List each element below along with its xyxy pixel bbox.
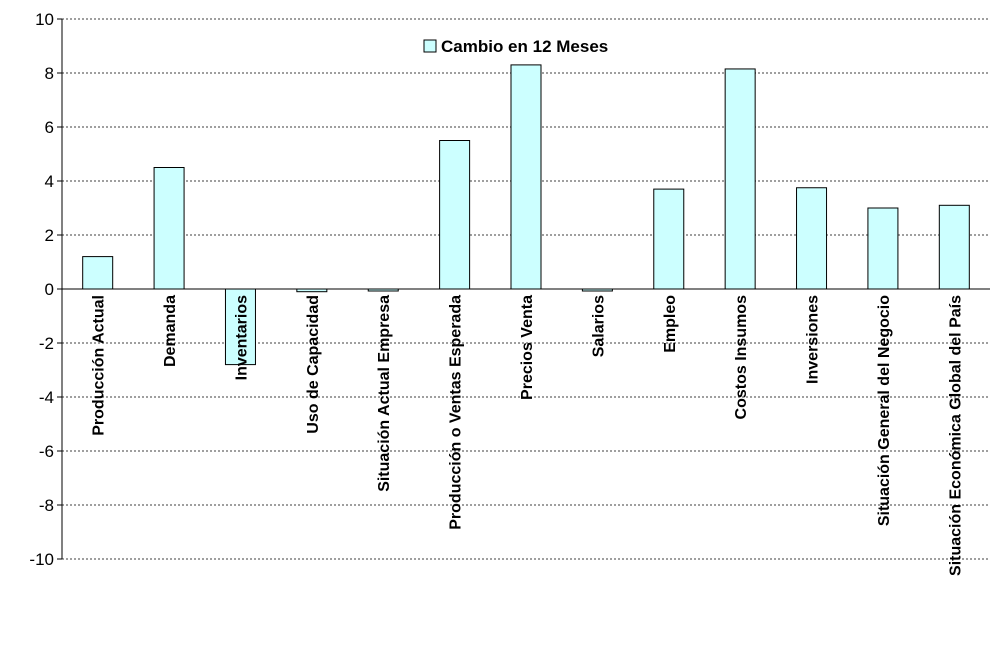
bar [439, 140, 471, 290]
y-tick-label: 6 [45, 118, 54, 137]
y-tick-label: 8 [45, 64, 54, 83]
category-label: Demanda [162, 295, 179, 367]
bar [581, 288, 613, 292]
y-tick-label: 10 [35, 10, 54, 29]
y-tick-label: 4 [45, 172, 54, 191]
category-label: Costos Insumos [733, 295, 750, 420]
y-tick-label: -4 [39, 388, 54, 407]
bars [82, 64, 970, 366]
category-label: Producción Actual [91, 295, 108, 436]
category-label: Inventarios [233, 295, 250, 380]
bar [153, 167, 185, 290]
y-tick-label: -10 [29, 550, 54, 569]
bar [224, 288, 256, 366]
legend: Cambio en 12 Meses [423, 37, 608, 56]
bar [867, 207, 899, 290]
y-tick-label: -8 [39, 496, 54, 515]
bar [82, 256, 114, 290]
legend-swatch [423, 39, 437, 53]
category-label: Situación General del Negocio [876, 295, 893, 526]
bar [296, 288, 328, 293]
y-tick-label: -2 [39, 334, 54, 353]
y-tick-label: 2 [45, 226, 54, 245]
bar [796, 187, 828, 290]
category-label: Producción o Ventas Esperada [448, 295, 465, 530]
category-label: Inversiones [805, 295, 822, 384]
bar [724, 68, 756, 290]
category-label: Precios Venta [519, 295, 536, 400]
bar [938, 204, 970, 290]
category-label: Situación Actual Empresa [376, 295, 393, 492]
legend-label: Cambio en 12 Meses [441, 37, 608, 56]
bar [653, 188, 685, 290]
bar [510, 64, 542, 290]
category-label: Uso de Capacidad [305, 295, 322, 434]
bar [367, 288, 399, 292]
category-label: Salarios [590, 295, 607, 357]
y-tick-label: -6 [39, 442, 54, 461]
category-labels: Producción Actual Demanda Inventarios Uso d… [91, 295, 965, 576]
y-axis-ticks: 10 8 6 4 2 0 -2 -4 -6 -8 -10 [29, 10, 62, 569]
category-label: Situación Económica Global del País [947, 295, 964, 576]
y-tick-label: 0 [45, 280, 54, 299]
category-label: Empleo [662, 295, 679, 353]
